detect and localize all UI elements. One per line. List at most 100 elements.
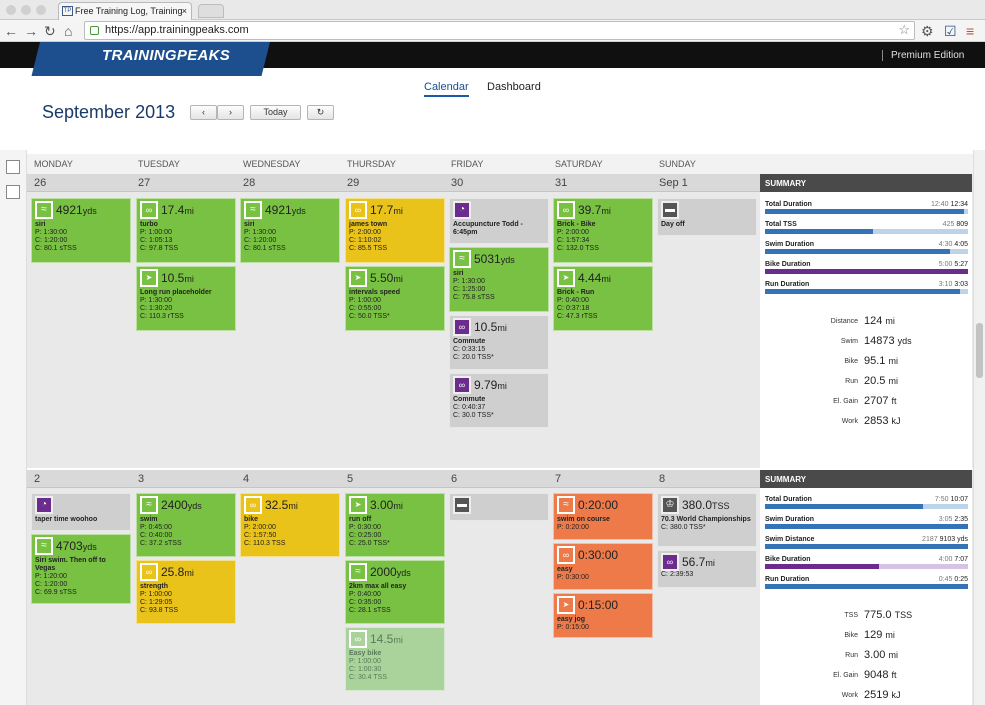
summary-stat: El. Gain 9048 ft: [760, 669, 972, 683]
workout-card[interactable]: 56.7mi C: 2:39:53: [657, 550, 757, 588]
stat-value: 20.5 mi: [864, 375, 898, 387]
day-off-card[interactable]: [449, 493, 549, 521]
summary-stat: Distance 124 mi: [760, 315, 972, 329]
bookmark-star-icon[interactable]: ☆: [898, 22, 910, 37]
day-off-card[interactable]: Day off: [657, 198, 757, 236]
library-icon[interactable]: [6, 160, 20, 174]
summary-header: SUMMARY: [760, 174, 972, 192]
scrollbar[interactable]: [973, 150, 985, 705]
swim-icon: [244, 201, 262, 219]
today-button[interactable]: Today: [250, 105, 301, 120]
day-number: 2: [34, 473, 41, 485]
swim-icon: [453, 250, 471, 268]
menu-icon[interactable]: ≡: [966, 23, 975, 39]
bike-icon: [349, 630, 367, 648]
summary-bar-values: 2187 9103 yds: [922, 536, 968, 543]
tab-dashboard[interactable]: Dashboard: [487, 81, 541, 93]
workout-detail: C: 1:05:13: [140, 237, 173, 244]
workout-title: turbo: [140, 221, 158, 228]
workout-detail: C: 0:33:15: [453, 346, 486, 353]
workout-detail: C: 1:57:34: [557, 237, 590, 244]
summary-bar-label: Total Duration: [765, 201, 812, 208]
workout-title: siri: [244, 221, 255, 228]
reload-icon[interactable]: ↻: [44, 23, 56, 39]
favicon-icon: TP: [62, 6, 73, 16]
event-card[interactable]: taper time woohoo: [31, 493, 131, 531]
stat-label: Distance: [830, 318, 858, 325]
summary-bar-label: Swim Distance: [765, 536, 815, 543]
browser-tab[interactable]: TP Free Training Log, Training ×: [58, 2, 192, 20]
browser-tab-bar: [0, 0, 985, 20]
workout-distance: 10.5mi: [474, 319, 507, 334]
bike-icon: [140, 201, 158, 219]
workout-detail: C: 110.3 rTSS: [140, 313, 184, 320]
list-icon[interactable]: [6, 185, 20, 199]
window-close-icon[interactable]: [6, 5, 16, 15]
home-icon[interactable]: ⌂: [64, 23, 73, 39]
workout-title: easy jog: [557, 616, 586, 623]
swim-icon: [349, 563, 367, 581]
tab-close-icon[interactable]: ×: [181, 6, 187, 16]
refresh-button[interactable]: ↻: [307, 105, 334, 120]
workout-detail: C: 28.1 sTSS: [349, 607, 391, 614]
day-number: 7: [555, 473, 562, 485]
window-zoom-icon[interactable]: [36, 5, 46, 15]
tab-calendar[interactable]: Calendar: [424, 81, 469, 97]
summary-progress-fill: [765, 289, 960, 294]
workout-title: strength: [140, 583, 168, 590]
summary-bar-row: Swim Duration 4:30 4:05: [765, 241, 968, 254]
day-off-icon: [661, 201, 679, 219]
address-bar[interactable]: https://app.trainingpeaks.com ☆: [84, 21, 915, 40]
workout-detail: P: 2:00:00: [557, 229, 589, 236]
workout-detail: C: 20.0 TSS*: [453, 354, 494, 361]
summary-progress-track: [765, 289, 968, 294]
workout-detail: C: 97.8 TSS: [140, 245, 179, 252]
workout-detail: P: 0:15:00: [557, 624, 589, 631]
summary-stat: Swim 14873 yds: [760, 335, 972, 349]
prev-month-button[interactable]: ‹: [190, 105, 217, 120]
summary-progress-fill: [765, 584, 968, 589]
stat-label: Bike: [844, 632, 858, 639]
window-minimize-icon[interactable]: [21, 5, 31, 15]
forward-icon[interactable]: →: [24, 23, 38, 39]
summary-stat: El. Gain 2707 ft: [760, 395, 972, 409]
workout-distance: 32.5mi: [265, 497, 298, 512]
calendar-week: 2 3 4 5 6 7 8 taper time woohoo 4703yds S…: [27, 470, 973, 705]
next-month-button[interactable]: ›: [217, 105, 244, 120]
back-icon[interactable]: ←: [4, 23, 18, 39]
summary-stat: Bike 95.1 mi: [760, 355, 972, 369]
settings-gear-icon[interactable]: ⚙: [921, 23, 934, 39]
stat-label: Work: [841, 418, 858, 425]
event-card[interactable]: Accupuncture Todd - 6:45pm: [449, 198, 549, 244]
new-tab-button[interactable]: [198, 4, 224, 18]
logo[interactable]: TRAININGPEAKS: [102, 47, 231, 64]
extension-check-icon[interactable]: ☑: [944, 23, 957, 39]
workout-title: Commute: [453, 396, 486, 403]
summary-stat: TSS 775.0 TSS: [760, 609, 972, 623]
scrollbar-thumb[interactable]: [976, 323, 983, 378]
workout-detail: C: 0:35:00: [349, 599, 382, 606]
day-number: 5: [347, 473, 354, 485]
